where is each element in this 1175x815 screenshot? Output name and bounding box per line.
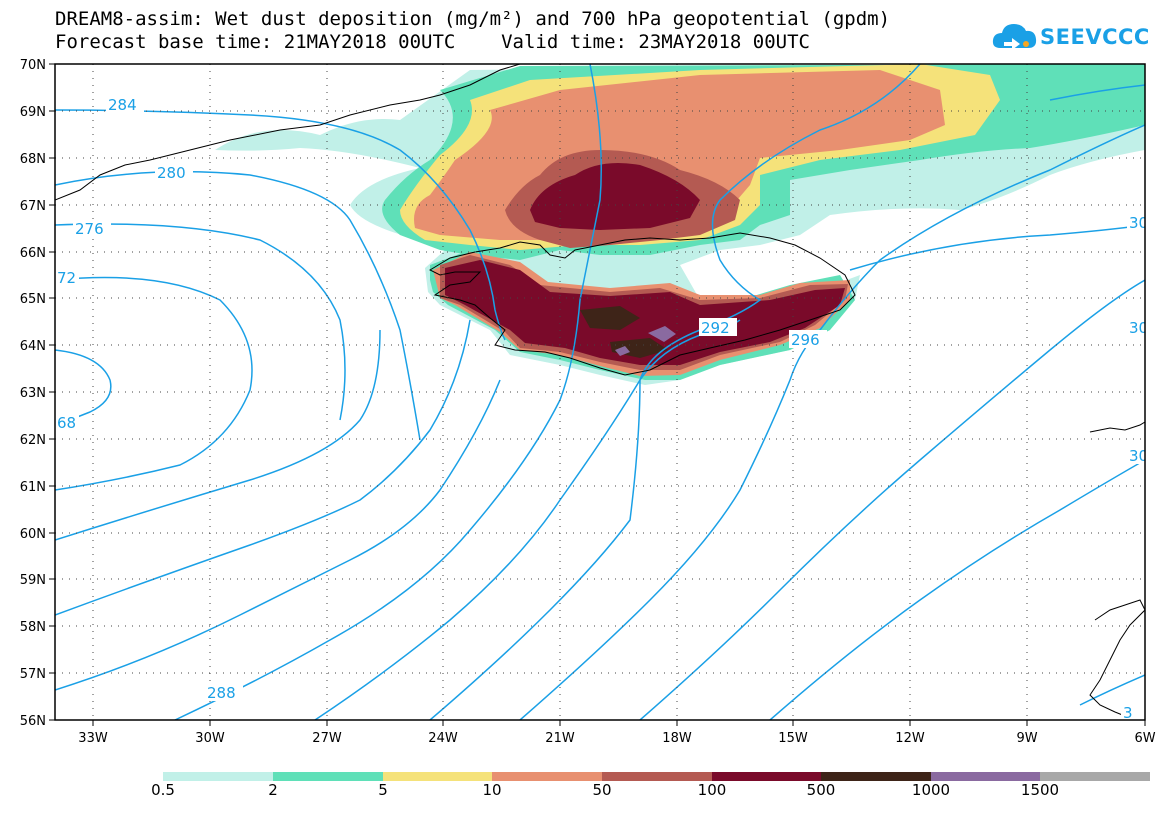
contour-288 xyxy=(174,64,602,720)
greenland-coast xyxy=(55,64,521,201)
lat-label: 64N xyxy=(20,339,46,354)
contour-label: 296 xyxy=(791,331,820,349)
coastlines xyxy=(55,64,1145,719)
contour-label: 276 xyxy=(75,220,104,238)
contour-label: 3 xyxy=(1123,704,1133,722)
lon-label: 27W xyxy=(312,731,342,746)
colorbar-swatch xyxy=(273,772,383,781)
colorbar-swatch xyxy=(712,772,821,781)
logo-text: SEEVCCC xyxy=(1040,25,1150,49)
contour-label: 280 xyxy=(157,164,186,182)
colorbar-swatch xyxy=(163,772,273,781)
colorbar-label: 1500 xyxy=(1020,781,1060,799)
lon-label: 33W xyxy=(78,731,108,746)
colorbar-swatch xyxy=(821,772,931,781)
contour-287 xyxy=(55,379,501,691)
colorbar-swatch xyxy=(492,772,602,781)
lat-label: 69N xyxy=(20,105,46,120)
lon-label: 12W xyxy=(895,731,925,746)
contour-272 xyxy=(55,276,253,491)
dust-level-1000 xyxy=(615,326,676,356)
colorbar-swatch xyxy=(1040,772,1150,781)
contour-284b xyxy=(55,329,381,541)
lat-label: 66N xyxy=(20,246,46,261)
chart-subtitle: Forecast base time: 21MAY2018 00UTC Vali… xyxy=(55,31,810,53)
seevccc-logo: SEEVCCC xyxy=(990,18,1170,58)
contour-labels: 284 280 276 72 68 288 292 296 30 30 30 3 xyxy=(55,95,1148,722)
lat-label: 62N xyxy=(20,433,46,448)
lat-label: 63N xyxy=(20,386,46,401)
lon-label: 9W xyxy=(1016,731,1037,746)
lon-label: 6W xyxy=(1134,731,1155,746)
colorbar-swatch xyxy=(931,772,1040,781)
contour-300 xyxy=(769,459,1145,720)
lat-label: 61N xyxy=(20,480,46,495)
colorbar-label: 10 xyxy=(482,781,502,799)
lat-label: 56N xyxy=(20,714,46,729)
contour-label: 72 xyxy=(57,269,76,287)
dust-level-100 xyxy=(445,162,845,365)
grid-lines xyxy=(55,64,1145,720)
lat-label: 70N xyxy=(20,58,46,73)
colorbar-swatch xyxy=(602,772,712,781)
lon-label: 21W xyxy=(545,731,575,746)
contour-276 xyxy=(55,223,346,421)
contour-302 xyxy=(1049,84,1145,101)
colorbar-label: 50 xyxy=(592,781,612,799)
contour-298 xyxy=(639,279,1145,720)
contour-296 xyxy=(519,124,1145,720)
contour-286 xyxy=(55,319,471,616)
lat-label: 67N xyxy=(20,199,46,214)
lon-label: 30W xyxy=(195,731,225,746)
contour-label: 284 xyxy=(108,96,137,114)
faroe-coast xyxy=(1089,421,1145,433)
contour-label: 30 xyxy=(1129,319,1148,337)
contour-label: 30 xyxy=(1129,447,1148,465)
colorbar-swatch xyxy=(383,772,492,781)
colorbar-label: 1000 xyxy=(911,781,951,799)
lat-label: 68N xyxy=(20,152,46,167)
axis-ticks xyxy=(49,63,1146,726)
lat-label: 58N xyxy=(20,620,46,635)
lon-label: 24W xyxy=(428,731,458,746)
chart-title: DREAM8-assim: Wet dust deposition (mg/m²… xyxy=(55,8,891,30)
lat-label: 65N xyxy=(20,292,46,307)
dust-deposition-field xyxy=(215,64,1145,385)
iceland-coast xyxy=(428,232,856,376)
cloud-icon xyxy=(992,24,1037,50)
lat-label: 57N xyxy=(20,667,46,682)
colorbar-label: 5 xyxy=(378,781,388,799)
contour-label: 68 xyxy=(57,414,76,432)
contour-label: 292 xyxy=(701,319,730,337)
lat-label: 59N xyxy=(20,573,46,588)
contour-284 xyxy=(55,109,506,341)
colorbar-label: 500 xyxy=(806,781,836,799)
contour-label: 30 xyxy=(1129,214,1148,232)
colorbar-label: 2 xyxy=(268,781,278,799)
contour-304 xyxy=(1079,674,1145,706)
contour-label: 288 xyxy=(207,684,236,702)
scotland-coast xyxy=(1089,599,1145,719)
colorbar-label: 100 xyxy=(697,781,727,799)
lat-label: 60N xyxy=(20,527,46,542)
dust-level-500 xyxy=(580,306,668,358)
latitude-labels: 70N 69N 68N 67N 66N 65N 64N 63N 62N 61N … xyxy=(20,58,46,729)
lon-label: 15W xyxy=(778,731,808,746)
longitude-labels: 33W 30W 27W 24W 21W 18W 15W 12W 9W 6W xyxy=(78,731,1155,746)
contour-300b xyxy=(849,224,1145,271)
lon-label: 18W xyxy=(662,731,692,746)
colorbar-label: 0.5 xyxy=(151,781,175,799)
